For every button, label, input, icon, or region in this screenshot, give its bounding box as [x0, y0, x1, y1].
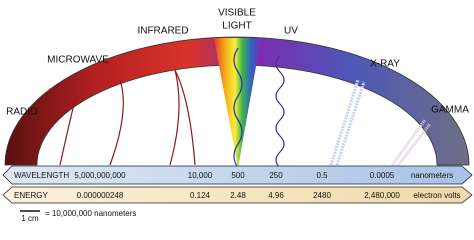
- energy-value: 2480: [313, 191, 331, 200]
- wavelength-value: 250: [269, 171, 283, 180]
- wavelength-bar: [2, 165, 473, 185]
- wavelength-value: 10,000: [188, 171, 213, 180]
- energy-value: 2.48: [230, 191, 246, 200]
- scale-equals: = 10,000,000 nanometers: [45, 209, 136, 218]
- row-label: ENERGY: [14, 191, 48, 200]
- wave: [109, 79, 124, 166]
- band-label: LIGHT: [222, 21, 251, 32]
- wave: [59, 99, 76, 166]
- energy-value: 4.96: [268, 191, 284, 200]
- wave: [233, 47, 243, 169]
- energy-value: 2,480,000: [364, 191, 400, 200]
- wavelength-value: 0.5: [316, 171, 328, 180]
- energy-value: 0.000000248: [77, 191, 124, 200]
- band-label: GAMMA: [431, 105, 469, 116]
- wave: [388, 119, 432, 169]
- page: {"bands": {"radio": "RADIO", "microwave"…: [2, 7, 473, 224]
- wave: [328, 79, 366, 169]
- wavelength-value: 0.0005: [370, 171, 395, 180]
- unit: nanometers: [411, 171, 453, 180]
- row-label: WAVELENGTH: [14, 171, 69, 180]
- band-label: INFRARED: [137, 26, 188, 37]
- band-label: X-RAY: [370, 59, 400, 70]
- energy-value: 0.124: [190, 191, 211, 200]
- band-label: VISIBLE: [218, 8, 256, 19]
- unit: electron volts: [413, 191, 460, 200]
- energy-bar: [2, 186, 473, 204]
- band-label: MICROWAVE: [47, 55, 109, 66]
- wave: [275, 55, 285, 169]
- band-label: UV: [284, 26, 298, 37]
- visible-wedge: [214, 38, 261, 168]
- spectrum-diagram: RADIO MICROWAVE INFRARED VISIBLE LIGHT U…: [2, 8, 473, 223]
- scale-length: 1 cm: [21, 214, 39, 223]
- wavelength-value: 500: [231, 171, 245, 180]
- spectrum-arc: [4, 36, 470, 166]
- wave: [169, 69, 196, 166]
- band-label: RADIO: [6, 107, 38, 118]
- wavelength-value: 5,000,000,000: [74, 171, 126, 180]
